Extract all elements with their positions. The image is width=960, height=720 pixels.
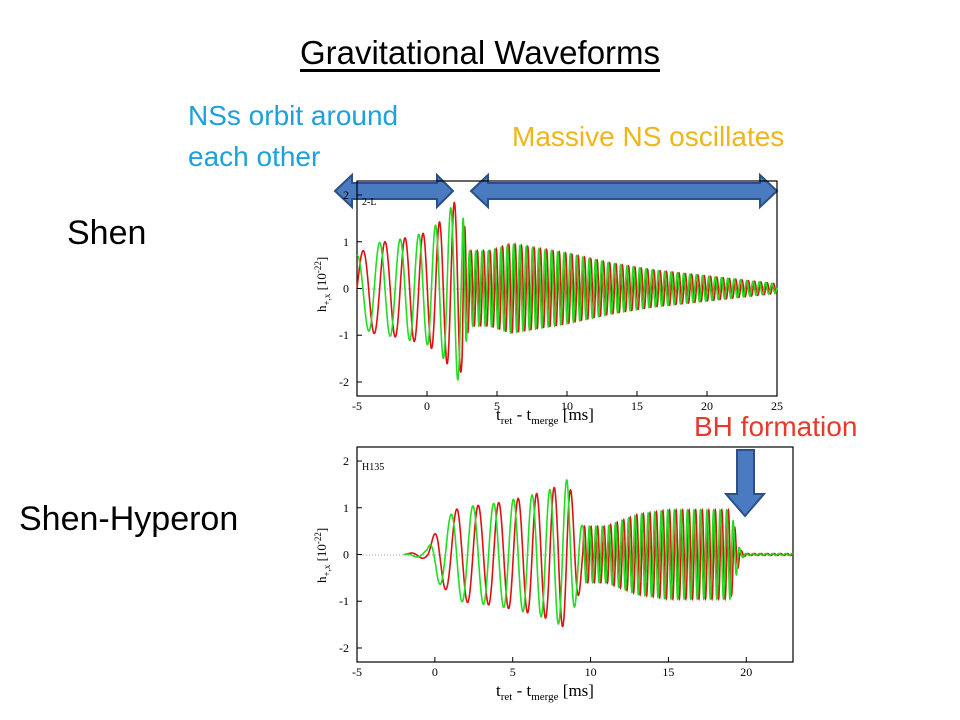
- y-tick-label: 2: [343, 454, 349, 468]
- x-tick-label: 10: [585, 665, 597, 679]
- svg-text:h+,x [10-22]: h+,x [10-22]: [313, 257, 332, 312]
- y-tick-label: -1: [339, 328, 349, 342]
- y-tick-label: 0: [343, 282, 349, 296]
- x-tick-label: 15: [662, 665, 674, 679]
- x-axis-label: tret - tmerge [ms]: [496, 405, 594, 427]
- annotation-ns-orbit: NSs orbit around each other: [188, 95, 458, 177]
- svg-text:h+,x [10-22]: h+,x [10-22]: [313, 528, 332, 583]
- x-tick-label: 15: [631, 399, 643, 413]
- x-tick-label: 20: [740, 665, 752, 679]
- x-tick-label: 5: [510, 665, 516, 679]
- y-tick-label: 0: [343, 548, 349, 562]
- y-tick-label: 1: [343, 501, 349, 515]
- svg-text:tret - tmerge [ms]: tret - tmerge [ms]: [496, 405, 594, 427]
- series-line-h-cross: [403, 478, 794, 625]
- y-tick-label: -1: [339, 594, 349, 608]
- series-group: [403, 478, 794, 628]
- y-axis-label: h+,x [10-22]: [313, 528, 332, 583]
- panel-label: H135: [362, 462, 384, 473]
- arrow-remnant: [469, 172, 779, 210]
- svg-text:tret - tmerge [ms]: tret - tmerge [ms]: [496, 681, 594, 703]
- y-tick-label: 1: [343, 235, 349, 249]
- series-line-h-cross: [356, 206, 778, 382]
- arrow-bh-formation: [723, 449, 767, 518]
- y-tick-label: 2: [343, 188, 349, 202]
- x-tick-label: 25: [771, 399, 783, 413]
- chart-shen: 2-L -5 0 5 10 15 20 25 -2 -1 0 1 2 tret - tmerge [m…: [313, 180, 783, 427]
- slide-title: Gravitational Waveforms: [299, 34, 661, 71]
- annotation-ns-orbit-line1: NSs orbit around: [188, 100, 399, 131]
- x-tick-label: 20: [701, 399, 713, 413]
- arrow-inspiral: [333, 172, 455, 210]
- series-group: [356, 201, 778, 382]
- x-tick-label: 0: [424, 399, 430, 413]
- annotation-massive-ns: Massive NS oscillates: [512, 121, 785, 152]
- x-tick-label: 0: [432, 665, 438, 679]
- annotation-ns-orbit-line2: each other: [188, 141, 321, 172]
- annotation-bh-formation: BH formation: [694, 411, 858, 442]
- x-tick-label: -5: [352, 665, 362, 679]
- x-tick-label: -5: [352, 399, 362, 413]
- y-tick-label: -2: [339, 641, 349, 655]
- x-tick-label: 10: [561, 399, 573, 413]
- x-axis-label: tret - tmerge [ms]: [496, 681, 594, 703]
- panel-label: 2-L: [362, 197, 376, 208]
- y-axis-label: h+,x [10-22]: [313, 257, 332, 312]
- model-label-shen: Shen: [67, 214, 147, 252]
- y-tick-label: -2: [339, 375, 349, 389]
- model-label-shen-hyperon: Shen-Hyperon: [19, 500, 239, 538]
- chart-shen-hyperon: H135 -5 0 5 10 15 20 -2 -1 0 1 2 tret - tmerge [ms…: [313, 446, 794, 703]
- series-line-h-plus: [403, 486, 794, 628]
- x-tick-label: 5: [494, 399, 500, 413]
- tick-group: -5 0 5 10 15 20 25 -2 -1 0 1 2: [339, 188, 783, 413]
- tick-group: -5 0 5 10 15 20 -2 -1 0 1 2: [339, 454, 752, 679]
